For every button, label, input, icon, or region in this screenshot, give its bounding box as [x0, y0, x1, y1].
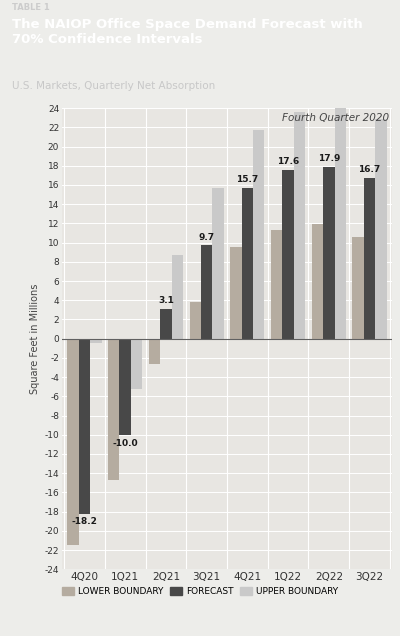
Bar	[67, 338, 79, 545]
Bar	[120, 338, 131, 435]
Legend: LOWER BOUNDARY, FORECAST, UPPER BOUNDARY: LOWER BOUNDARY, FORECAST, UPPER BOUNDARY	[58, 583, 342, 600]
Text: 17.9: 17.9	[318, 154, 340, 163]
Bar	[375, 119, 387, 338]
Bar	[242, 188, 253, 338]
Text: 17.6: 17.6	[277, 156, 299, 166]
Text: 15.7: 15.7	[236, 175, 258, 184]
Bar	[334, 107, 346, 338]
Text: -18.2: -18.2	[72, 517, 97, 527]
Bar	[282, 170, 294, 338]
Text: 16.7: 16.7	[358, 165, 381, 174]
Bar	[131, 338, 142, 389]
Bar	[212, 188, 224, 338]
Text: -10.0: -10.0	[112, 439, 138, 448]
Bar	[253, 130, 264, 338]
Bar	[108, 338, 120, 480]
Bar	[323, 167, 334, 338]
Bar	[271, 230, 282, 338]
Bar	[312, 225, 323, 338]
Text: Fourth Quarter 2020: Fourth Quarter 2020	[282, 113, 389, 123]
Bar	[190, 302, 201, 338]
Bar	[172, 255, 183, 338]
Bar	[160, 309, 172, 338]
Bar	[230, 247, 242, 338]
Text: U.S. Markets, Quarterly Net Absorption: U.S. Markets, Quarterly Net Absorption	[12, 81, 215, 91]
Bar	[90, 338, 102, 343]
Y-axis label: Square Feet in Millions: Square Feet in Millions	[30, 284, 40, 394]
Text: 9.7: 9.7	[198, 233, 215, 242]
Bar	[149, 338, 160, 364]
Text: The NAIOP Office Space Demand Forecast with
70% Confidence Intervals: The NAIOP Office Space Demand Forecast w…	[12, 18, 363, 46]
Text: TABLE 1: TABLE 1	[12, 3, 50, 12]
Text: 3.1: 3.1	[158, 296, 174, 305]
Bar	[352, 237, 364, 338]
Bar	[294, 112, 305, 338]
Bar	[201, 245, 212, 338]
Bar	[364, 178, 375, 338]
Bar	[79, 338, 90, 513]
